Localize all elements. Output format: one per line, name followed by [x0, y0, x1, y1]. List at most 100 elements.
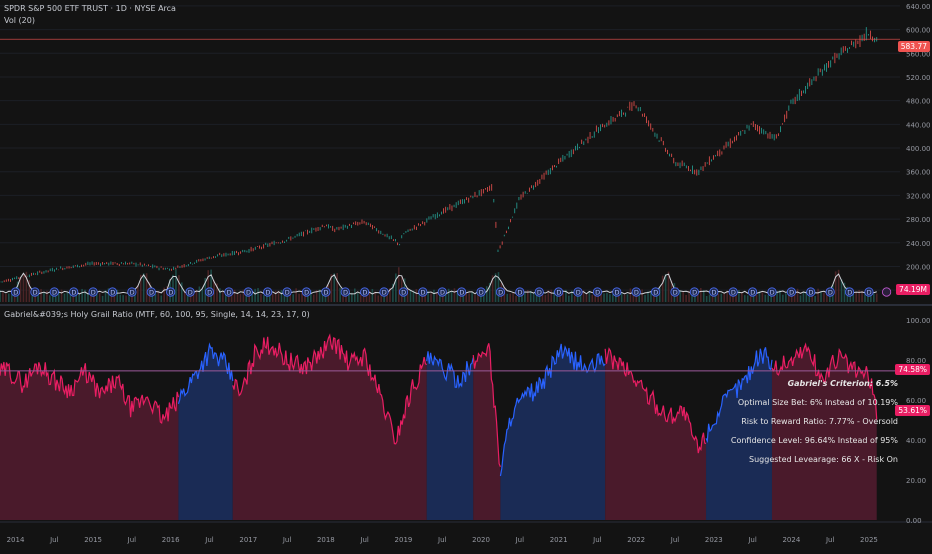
volume-bar [57, 291, 60, 302]
dividend-marker-icon [592, 287, 603, 297]
volume-bar [521, 295, 523, 302]
volume-bar [626, 294, 629, 302]
volume-bar [183, 291, 186, 302]
price-tick-label: 480.00 [906, 98, 931, 106]
dividend-marker-icon [10, 287, 21, 297]
dividend-marker-icon [282, 287, 292, 297]
volume-bar [66, 292, 69, 302]
volume-bar [840, 279, 843, 302]
volume-bar [453, 288, 456, 302]
volume-bar [54, 295, 57, 302]
volume-bar [588, 291, 591, 302]
last-price-badge: 583.77 [897, 41, 930, 52]
volume-bar [875, 293, 878, 302]
volume-bar [13, 292, 16, 302]
volume-bar [213, 280, 215, 302]
time-axis-label: Jul [437, 536, 447, 544]
volume-bar [667, 271, 670, 302]
time-axis-label: 2014 [7, 536, 25, 544]
volume-bar [802, 292, 805, 302]
indicator-line [177, 342, 234, 404]
dividend-marker-letter: D [711, 289, 716, 297]
indicator-regime-fill [232, 335, 427, 520]
price-tick-label: 280.00 [906, 216, 931, 224]
volume-bar [767, 295, 770, 302]
dividend-marker-icon [728, 287, 738, 297]
volume-bar [7, 293, 10, 302]
volume-legend[interactable]: Vol (20) [4, 16, 35, 25]
volume-bar [180, 282, 183, 302]
dividend-marker-icon [127, 287, 137, 297]
volume-bar [37, 290, 39, 302]
volume-bar [450, 291, 453, 302]
dividend-marker-icon [379, 287, 389, 297]
indicator-stat-line: Risk to Reward Ratio: 7.77% - Oversold [741, 417, 898, 426]
price-tick-label: 640.00 [906, 3, 931, 11]
volume-bar [263, 295, 265, 302]
volume-bar [160, 295, 163, 302]
dividend-marker-icon [806, 287, 816, 297]
volume-bar [274, 290, 277, 302]
dividend-marker-icon [709, 287, 719, 297]
dividend-marker-icon [418, 287, 428, 297]
volume-bar [436, 292, 438, 302]
dividend-marker-letter: D [479, 289, 484, 297]
volume-bar [864, 291, 866, 302]
volume-bar [723, 293, 726, 302]
dividend-marker-letter: D [246, 289, 251, 297]
volume-bar [617, 293, 620, 302]
dividend-marker-letter: D [149, 289, 154, 297]
volume-bar [198, 286, 201, 302]
volume-bar [591, 294, 594, 302]
volume-bar [63, 293, 66, 302]
time-axis-label: Jul [359, 536, 369, 544]
volume-bar [858, 289, 860, 302]
dividend-marker-letter: D [168, 289, 173, 297]
volume-bar [216, 283, 218, 302]
indicator-legend[interactable]: Gabriel&#039;s Holy Grail Ratio (MTF, 60… [4, 310, 310, 319]
time-axis-label: 2021 [550, 536, 568, 544]
volume-bar [295, 288, 297, 302]
time-axis-label: Jul [49, 536, 59, 544]
volume-bar [336, 272, 339, 302]
volume-bar [239, 293, 242, 302]
volume-bar [720, 293, 723, 302]
dividend-marker-icon [844, 287, 855, 297]
volume-bar [271, 293, 274, 302]
volume-bar [658, 287, 661, 302]
dividend-marker-icon [321, 287, 331, 297]
volume-bar [113, 291, 116, 302]
dividend-marker-letter: D [498, 289, 503, 297]
volume-bar [691, 291, 693, 302]
volume-bar [268, 294, 271, 302]
volume-bar [222, 292, 224, 302]
symbol-legend[interactable]: SPDR S&P 500 ETF TRUST · 1D · NYSE Arca [4, 4, 176, 13]
dividend-marker-letter: D [130, 289, 135, 297]
dividend-marker-letter: D [324, 289, 329, 297]
volume-bar [805, 291, 808, 302]
indicator-regime-fill [771, 344, 877, 520]
volume-bar [826, 288, 828, 302]
dividend-marker-letter: D [382, 289, 387, 297]
volume-bar [582, 290, 585, 302]
indicator-regime-fill [605, 348, 707, 520]
volume-bar [544, 295, 547, 302]
volume-bar [506, 293, 509, 302]
time-axis-label: 2015 [84, 536, 102, 544]
volume-bar [81, 288, 83, 302]
indicator-tick-label: 20.00 [906, 477, 926, 485]
time-axis-label: 2023 [705, 536, 723, 544]
volume-bar [430, 293, 432, 302]
price-tick-label: 200.00 [906, 263, 931, 271]
indicator-stat-line: Gabriel's Criterion: 6.5% [788, 379, 898, 388]
dividend-marker-icon [689, 287, 699, 297]
dividend-marker-letter: D [828, 289, 833, 297]
volume-bar [304, 293, 306, 302]
indicator-tick-label: 0.00 [906, 517, 922, 525]
volume-bar [22, 273, 25, 302]
volume-bar [324, 291, 327, 302]
volume-bar [95, 292, 98, 302]
indicator-line [771, 342, 878, 420]
